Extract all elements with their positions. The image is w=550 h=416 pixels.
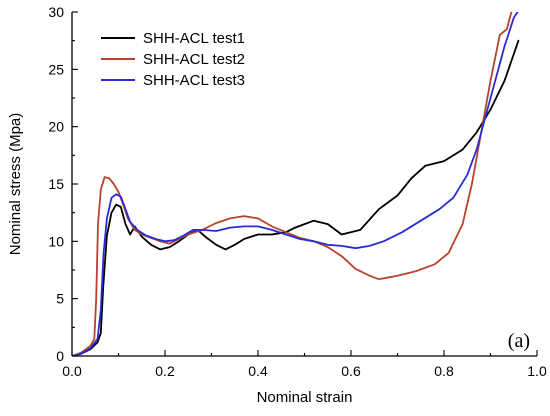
y-tick-label: 0 [56, 348, 64, 364]
legend-label-1: SHH-ACL test1 [143, 30, 245, 47]
ticks: 0.0 0.2 0.4 0.6 0.8 1.0 0 5 10 15 20 25 30 [48, 4, 547, 379]
legend: SHH-ACL test1 SHH-ACL test2 SHH-ACL test3 [101, 30, 245, 89]
x-tick-label: 0.4 [248, 363, 268, 379]
x-tick-label: 1.0 [527, 363, 547, 379]
x-tick-label: 0.6 [341, 363, 361, 379]
x-tick-label: 0.8 [434, 363, 454, 379]
plot-area [72, 12, 520, 356]
y-axis-title: Nominal stress (Mpa) [7, 113, 24, 256]
y-tick-label: 30 [48, 4, 64, 20]
series-line-2 [72, 12, 513, 356]
axes [71, 12, 537, 357]
legend-label-3: SHH-ACL test3 [143, 72, 245, 89]
x-tick-label: 0.0 [62, 363, 82, 379]
x-axis-title: Nominal strain [257, 389, 353, 406]
y-tick-label: 10 [48, 233, 64, 249]
y-tick-label: 25 [48, 61, 64, 77]
series-line-3 [72, 12, 519, 356]
series-line-1 [72, 39, 520, 356]
y-tick-label: 20 [48, 119, 64, 135]
panel-label: (a) [508, 330, 530, 352]
y-tick-label: 5 [56, 291, 64, 307]
x-tick-label: 0.2 [155, 363, 175, 379]
y-tick-label: 15 [48, 176, 64, 192]
legend-label-2: SHH-ACL test2 [143, 51, 245, 68]
